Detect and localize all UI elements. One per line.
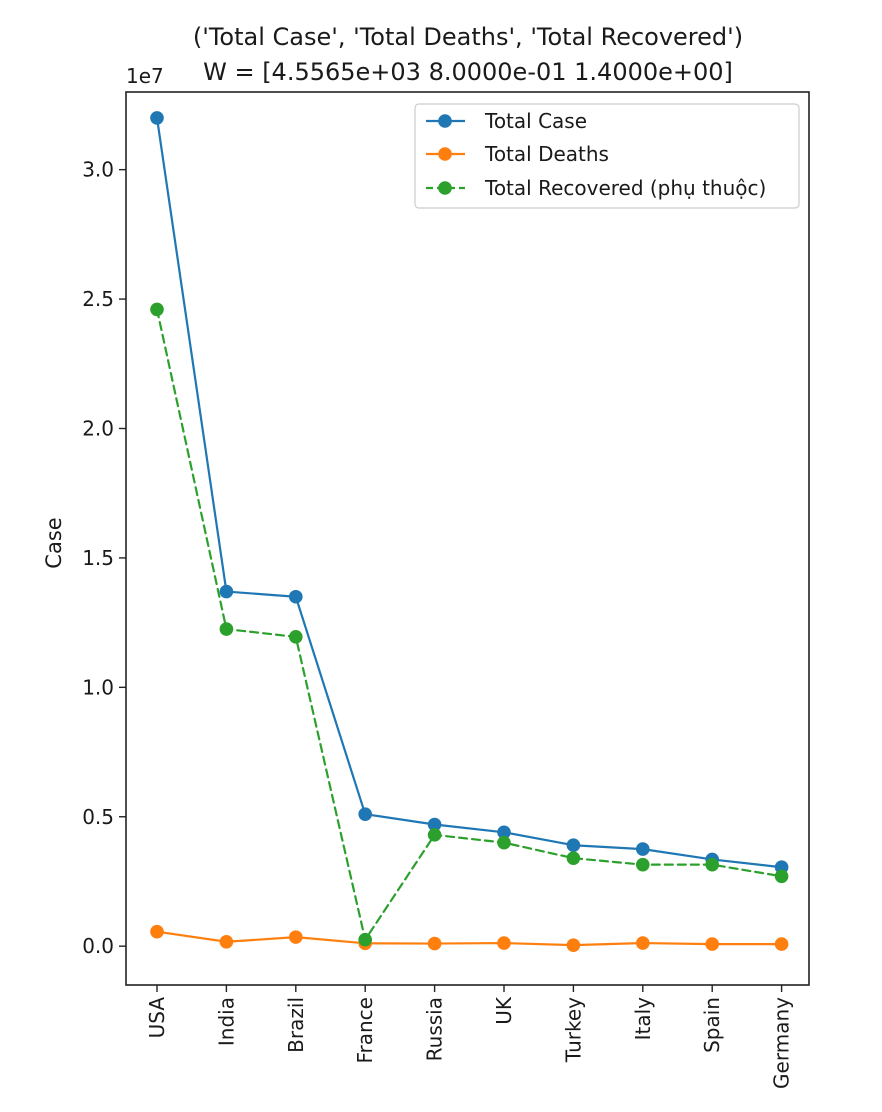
plot-area-frame xyxy=(125,91,810,986)
y-tick-label: 0.5 xyxy=(82,805,114,829)
y-tick-label: 2.0 xyxy=(82,416,114,440)
series-line xyxy=(155,930,783,947)
x-tick-label: Germany xyxy=(770,997,794,1089)
x-tick-label: India xyxy=(214,997,238,1046)
data-point xyxy=(705,857,720,872)
x-tick-label: France xyxy=(353,997,377,1064)
data-point xyxy=(427,828,442,842)
data-point xyxy=(150,924,164,939)
series-line xyxy=(155,116,783,869)
data-point xyxy=(150,302,164,317)
data-point xyxy=(636,842,650,856)
data-point xyxy=(566,938,581,952)
data-point xyxy=(150,111,164,125)
y-axis: 0.0 0.5 1.0 1.5 2.0 2.5 3.0 xyxy=(82,158,126,958)
legend-label: Total Recovered (phụ thuộc) xyxy=(484,176,766,200)
legend-label: Total Deaths xyxy=(484,142,609,166)
series-deaths xyxy=(150,924,789,952)
x-axis: USA India Brazil France Russia UK Turkey Italy S… xyxy=(145,985,794,1089)
data-point xyxy=(636,857,650,872)
legend-frame xyxy=(414,103,800,209)
legend-marker xyxy=(438,181,452,195)
x-tick-label: USA xyxy=(145,997,169,1039)
x-tick-label: UK xyxy=(492,996,516,1025)
data-point xyxy=(219,934,234,949)
data-point xyxy=(289,589,303,604)
data-point xyxy=(566,838,581,853)
x-tick-label: Turkey xyxy=(561,997,585,1063)
data-point xyxy=(497,835,511,850)
x-tick-label: Russia xyxy=(423,997,447,1061)
data-series-layer xyxy=(150,111,789,952)
legend-marker xyxy=(438,147,452,161)
data-point xyxy=(358,807,373,821)
chart-subtitle: W = [4.5565e+03 8.0000e-01 1.4000e+00] xyxy=(203,58,733,86)
data-point xyxy=(289,630,303,644)
y-tick-label: 1.5 xyxy=(82,546,114,570)
data-point xyxy=(705,937,720,951)
x-tick-label: Brazil xyxy=(284,997,308,1053)
data-point xyxy=(497,936,511,950)
y-tick-label: 2.5 xyxy=(82,287,114,311)
x-tick-label: Italy xyxy=(631,997,655,1041)
x-tick-label: Spain xyxy=(700,997,724,1053)
data-point xyxy=(289,930,303,944)
data-point xyxy=(774,869,789,884)
legend-marker xyxy=(438,114,452,128)
series-recovered xyxy=(150,302,789,947)
y-tick-label: 1.0 xyxy=(82,675,114,699)
y-tick-label: 0.0 xyxy=(82,934,114,958)
data-point xyxy=(636,936,650,950)
data-point xyxy=(427,936,442,951)
series-line xyxy=(155,308,783,941)
y-axis-label: Case xyxy=(42,517,66,568)
data-point xyxy=(566,851,581,865)
y-axis-offset-label: 1e7 xyxy=(126,64,164,88)
data-point xyxy=(358,932,373,947)
data-point xyxy=(219,622,234,636)
chart-legend: Total Case Total Deaths Total Recovered (p… xyxy=(414,103,800,209)
data-point xyxy=(219,584,234,599)
y-tick-label: 3.0 xyxy=(82,158,114,182)
series-case xyxy=(150,111,789,875)
chart-title: ('Total Case', 'Total Deaths', 'Total Re… xyxy=(193,23,743,51)
legend-label: Total Case xyxy=(484,109,587,133)
data-point xyxy=(774,937,789,951)
